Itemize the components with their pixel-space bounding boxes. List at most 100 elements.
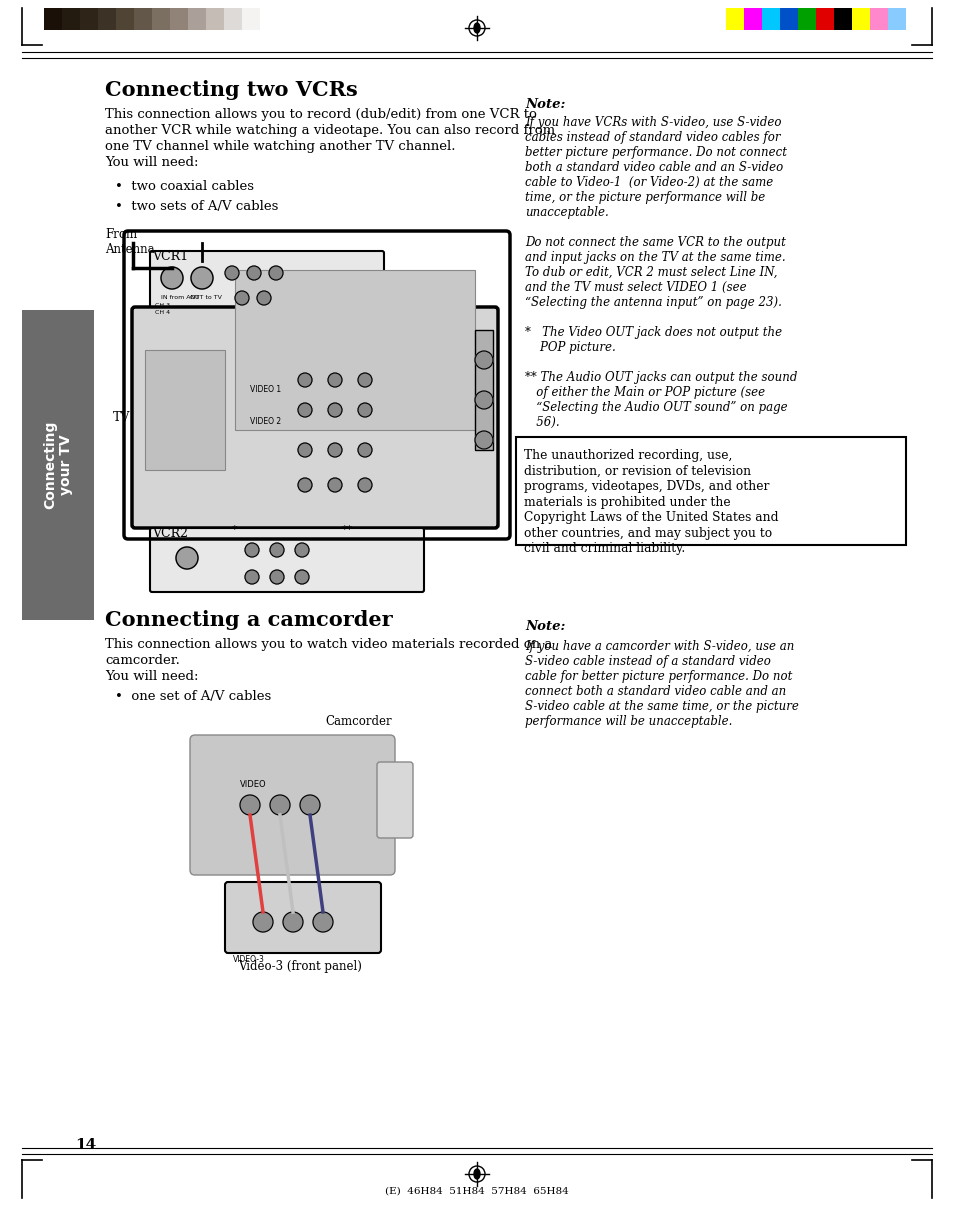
- Text: You will need:: You will need:: [105, 156, 198, 169]
- Text: If you have a camcorder with S-video, use an: If you have a camcorder with S-video, us…: [524, 640, 794, 652]
- Bar: [80, 8, 98, 30]
- Circle shape: [175, 548, 198, 569]
- Bar: [475, 330, 493, 450]
- Circle shape: [245, 543, 258, 557]
- Text: This connection allows you to watch video materials recorded on a: This connection allows you to watch vide…: [105, 638, 552, 651]
- Ellipse shape: [474, 1169, 479, 1179]
- Circle shape: [270, 570, 284, 584]
- Bar: [815, 8, 833, 30]
- Circle shape: [357, 478, 372, 492]
- Circle shape: [313, 912, 333, 932]
- Text: •  two coaxial cables: • two coaxial cables: [115, 180, 253, 193]
- Circle shape: [240, 795, 260, 815]
- Bar: [145, 350, 225, 470]
- Bar: [833, 8, 851, 30]
- Bar: [242, 8, 260, 30]
- Text: Connecting
your TV: Connecting your TV: [43, 421, 73, 509]
- FancyBboxPatch shape: [150, 528, 423, 592]
- Text: OUT to TV: OUT to TV: [190, 295, 222, 300]
- Text: (E)  46H84  51H84  57H84  65H84: (E) 46H84 51H84 57H84 65H84: [385, 1187, 568, 1196]
- Text: *   The Video OUT jack does not output the: * The Video OUT jack does not output the: [524, 326, 781, 339]
- Text: 56).: 56).: [524, 416, 559, 429]
- Bar: [761, 8, 780, 30]
- Text: Note:: Note:: [524, 98, 565, 111]
- Bar: [851, 8, 869, 30]
- Text: POP picture.: POP picture.: [524, 341, 615, 355]
- Text: IN from ANT: IN from ANT: [161, 295, 199, 300]
- Text: of either the Main or POP picture (see: of either the Main or POP picture (see: [524, 386, 764, 399]
- Text: unacceptable.: unacceptable.: [524, 206, 608, 219]
- Bar: [22, 310, 94, 620]
- Text: CH 3: CH 3: [154, 303, 170, 308]
- Text: camcorder.: camcorder.: [105, 654, 180, 667]
- Text: Do not connect the same VCR to the output: Do not connect the same VCR to the outpu…: [524, 236, 785, 248]
- Text: The unauthorized recording, use,: The unauthorized recording, use,: [523, 449, 732, 462]
- FancyBboxPatch shape: [132, 308, 497, 528]
- Bar: [797, 8, 815, 30]
- Circle shape: [475, 351, 493, 369]
- Bar: [188, 8, 206, 30]
- Text: better picture performance. Do not connect: better picture performance. Do not conne…: [524, 146, 786, 159]
- Bar: [62, 8, 80, 30]
- Text: S-video cable instead of a standard video: S-video cable instead of a standard vide…: [524, 655, 770, 668]
- Ellipse shape: [474, 23, 479, 33]
- Text: Connecting a camcorder: Connecting a camcorder: [105, 610, 393, 630]
- Text: S-video cable at the same time, or the picture: S-video cable at the same time, or the p…: [524, 699, 798, 713]
- Circle shape: [247, 267, 261, 280]
- Text: civil and criminal liability.: civil and criminal liability.: [523, 541, 684, 555]
- Text: Note:: Note:: [524, 620, 565, 633]
- Text: •  two sets of A/V cables: • two sets of A/V cables: [115, 200, 278, 213]
- Text: “Selecting the antenna input” on page 23).: “Selecting the antenna input” on page 23…: [524, 295, 781, 309]
- Text: TV: TV: [112, 411, 130, 425]
- Text: VCR1: VCR1: [152, 250, 188, 263]
- Bar: [234, 270, 475, 431]
- Text: performance will be unacceptable.: performance will be unacceptable.: [524, 715, 732, 728]
- Text: cable for better picture performance. Do not: cable for better picture performance. Do…: [524, 671, 792, 683]
- Circle shape: [328, 478, 341, 492]
- Text: time, or the picture performance will be: time, or the picture performance will be: [524, 191, 764, 204]
- Text: Video-3 (front panel): Video-3 (front panel): [237, 960, 361, 973]
- Circle shape: [297, 478, 312, 492]
- Bar: [725, 8, 743, 30]
- Text: both a standard video cable and an S-video: both a standard video cable and an S-vid…: [524, 160, 782, 174]
- Circle shape: [253, 912, 273, 932]
- Circle shape: [270, 795, 290, 815]
- Text: Copyright Laws of the United States and: Copyright Laws of the United States and: [523, 511, 778, 523]
- Text: programs, videotapes, DVDs, and other: programs, videotapes, DVDs, and other: [523, 480, 768, 493]
- Text: cable to Video-1  (or Video-2) at the same: cable to Video-1 (or Video-2) at the sam…: [524, 176, 773, 189]
- Circle shape: [328, 403, 341, 417]
- Text: and the TV must select VIDEO 1 (see: and the TV must select VIDEO 1 (see: [524, 281, 746, 294]
- Circle shape: [297, 403, 312, 417]
- Text: **: **: [341, 525, 353, 535]
- Circle shape: [294, 543, 309, 557]
- Text: Connecting two VCRs: Connecting two VCRs: [105, 80, 357, 100]
- FancyBboxPatch shape: [190, 734, 395, 876]
- FancyBboxPatch shape: [150, 251, 384, 310]
- Text: VCR2: VCR2: [152, 527, 188, 540]
- Bar: [516, 437, 905, 545]
- Text: From
Antenna: From Antenna: [105, 228, 154, 256]
- Circle shape: [475, 431, 493, 449]
- Text: connect both a standard video cable and an: connect both a standard video cable and …: [524, 685, 785, 698]
- Text: one TV channel while watching another TV channel.: one TV channel while watching another TV…: [105, 140, 455, 153]
- Bar: [780, 8, 797, 30]
- Bar: [206, 8, 224, 30]
- Circle shape: [225, 267, 239, 280]
- Circle shape: [270, 543, 284, 557]
- FancyBboxPatch shape: [376, 762, 413, 838]
- Circle shape: [357, 403, 372, 417]
- Circle shape: [283, 912, 303, 932]
- Circle shape: [357, 373, 372, 387]
- Circle shape: [269, 267, 283, 280]
- Bar: [44, 8, 62, 30]
- Circle shape: [299, 795, 319, 815]
- Text: •  one set of A/V cables: • one set of A/V cables: [115, 690, 271, 703]
- Circle shape: [328, 373, 341, 387]
- Text: VIDEO 1: VIDEO 1: [250, 385, 281, 394]
- Circle shape: [294, 570, 309, 584]
- Circle shape: [161, 267, 183, 289]
- Text: another VCR while watching a videotape. You can also record from: another VCR while watching a videotape. …: [105, 124, 555, 137]
- Circle shape: [245, 570, 258, 584]
- Text: CH 4: CH 4: [154, 310, 170, 315]
- Circle shape: [328, 443, 341, 457]
